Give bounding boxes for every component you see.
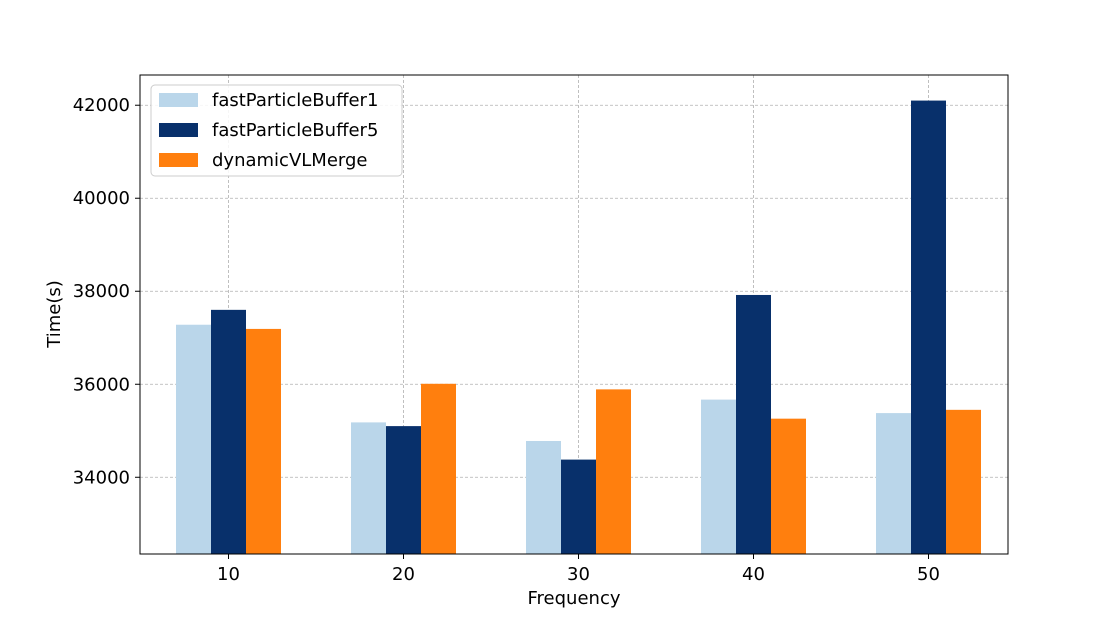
bar-dynamicVLMerge-30	[596, 389, 631, 554]
bars	[176, 100, 981, 554]
bar-fastParticleBuffer5-50	[911, 100, 946, 554]
bar-fastParticleBuffer5-40	[736, 294, 771, 554]
bar-fastParticleBuffer1-10	[176, 324, 211, 554]
bar-fastParticleBuffer1-50	[876, 413, 911, 554]
plot-frame	[139, 74, 1009, 555]
y-tick-label: 34000	[73, 467, 130, 488]
bar-fastParticleBuffer5-10	[211, 309, 246, 554]
bar-fastParticleBuffer1-30	[526, 440, 561, 554]
x-tick-label: 50	[917, 564, 940, 585]
y-tick-label: 42000	[73, 95, 130, 116]
x-tick-label: 10	[217, 564, 240, 585]
x-axis-label: Frequency	[528, 588, 621, 609]
legend-label: dynamicVLMerge	[212, 150, 367, 171]
x-tick-label: 20	[392, 564, 415, 585]
legend-swatch	[159, 153, 198, 167]
legend-swatch	[159, 123, 198, 137]
x-tick-label: 30	[567, 564, 590, 585]
bar-fastParticleBuffer1-20	[351, 422, 386, 554]
bar-dynamicVLMerge-10	[246, 328, 281, 554]
bar-dynamicVLMerge-50	[946, 409, 981, 554]
y-tick-label: 40000	[73, 188, 130, 209]
legend-label: fastParticleBuffer5	[212, 120, 378, 141]
y-tick-label: 38000	[73, 281, 130, 302]
legend-label: fastParticleBuffer1	[212, 90, 378, 111]
bar-fastParticleBuffer1-40	[701, 399, 736, 554]
x-tick-label: 40	[742, 564, 765, 585]
bar-dynamicVLMerge-20	[421, 383, 456, 554]
y-tick-label: 36000	[73, 374, 130, 395]
legend-swatch	[159, 93, 198, 107]
bar-fastParticleBuffer5-30	[561, 459, 596, 554]
legend: fastParticleBuffer1 fastParticleBuffer5 dy…	[150, 84, 403, 177]
bar-dynamicVLMerge-40	[771, 418, 806, 554]
axis-ticks: 34000 36000 38000 40000 42000 10 20 30 40 50	[73, 95, 940, 585]
legend-box	[150, 84, 403, 177]
bar-fastParticleBuffer5-20	[386, 426, 421, 554]
y-axis-label: Time(s)	[44, 280, 65, 348]
